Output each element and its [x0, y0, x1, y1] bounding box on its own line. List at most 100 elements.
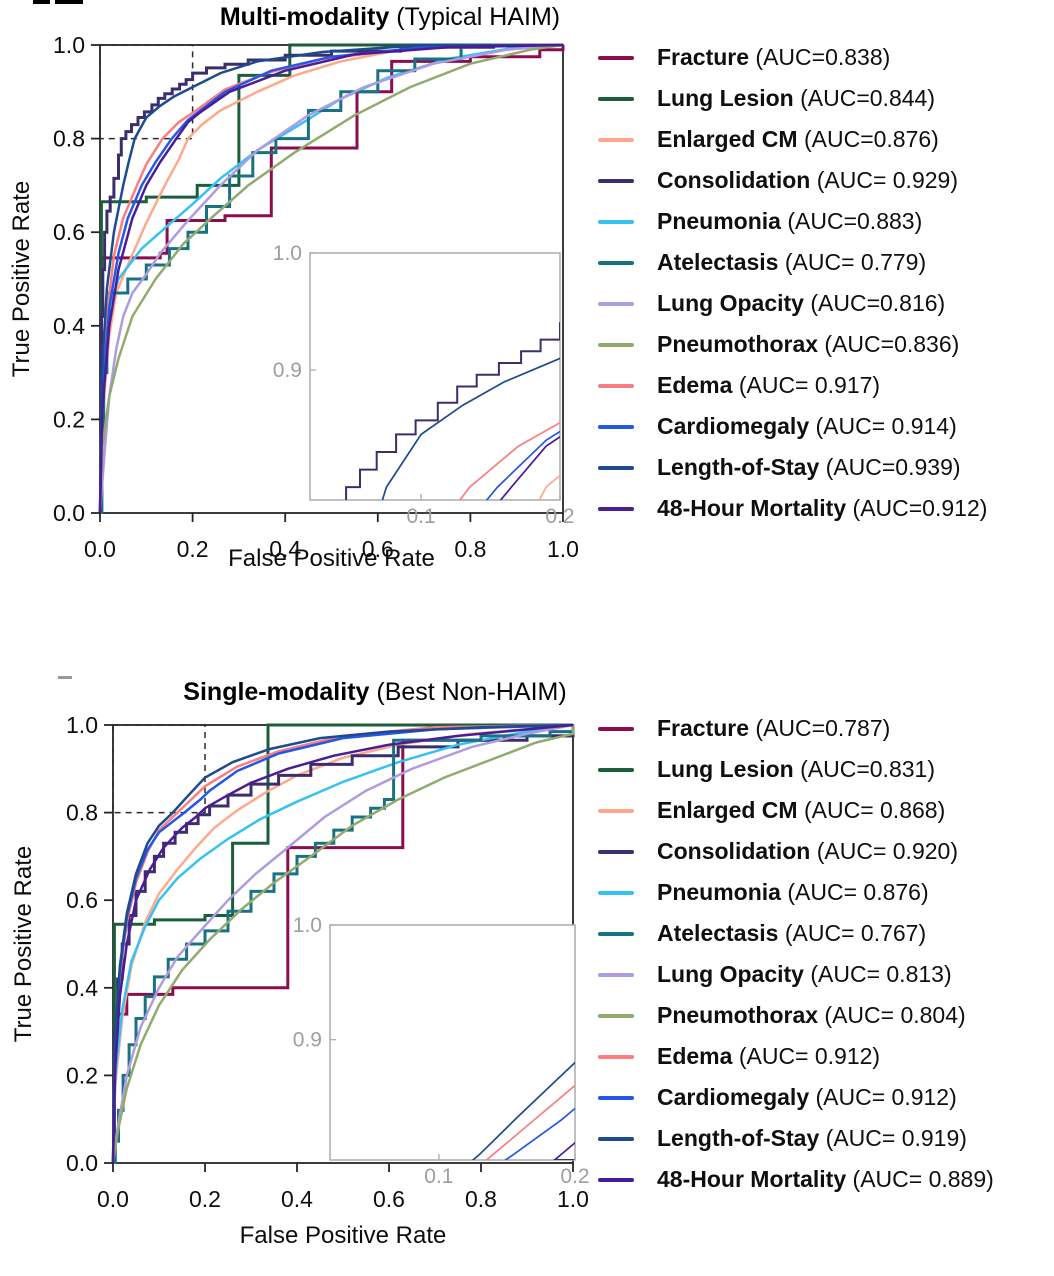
y-tick-label: 0.8	[66, 800, 98, 826]
legend-item-lung-lesion: Lung Lesion (AUC=0.831)	[598, 749, 1054, 790]
zoom-region-box	[99, 44, 194, 140]
legend-swatch-pneumonia	[598, 890, 634, 895]
inset-y-tick-label: 1.0	[293, 914, 322, 937]
roc-curve-48-hour-mortality	[111, 723, 574, 1164]
x-tick-label: 0.4	[281, 1186, 313, 1212]
roc-curve-consolidation	[99, 43, 563, 514]
roc-curve-lung-opacity	[111, 723, 574, 1164]
roc-curve-pneumothorax	[111, 725, 575, 1164]
legend-label-lung-opacity: Lung Opacity (AUC= 0.813)	[657, 961, 952, 988]
legend-series-name: Enlarged CM	[657, 126, 798, 152]
legend-item-fracture: Fracture (AUC=0.838)	[598, 37, 1054, 78]
legend-series-name: Cardiomegaly	[657, 413, 810, 439]
legend-label-pneumonia: Pneumonia (AUC= 0.876)	[657, 879, 929, 906]
inset-roc-curve-enlarged-cm	[538, 474, 560, 500]
legend-label-pneumothorax: Pneumothorax (AUC=0.836)	[657, 331, 959, 358]
legend-item-enlarged-cm: Enlarged CM (AUC=0.876)	[598, 119, 1054, 160]
x-tick-label: 0.2	[177, 536, 209, 562]
legend-item-pneumothorax: Pneumothorax (AUC=0.836)	[598, 324, 1054, 365]
legend-label-lung-lesion: Lung Lesion (AUC=0.831)	[657, 756, 935, 783]
legend-item-cardiomegaly: Cardiomegaly (AUC= 0.912)	[598, 1077, 1054, 1118]
legend-swatch-fracture	[598, 55, 634, 60]
inset-roc-curve-consolidation	[345, 322, 560, 500]
roc-curve-lung-opacity	[98, 43, 564, 514]
legend-2: Fracture (AUC=0.787) Lung Lesion (AUC=0.8…	[598, 708, 1054, 1200]
legend-label-edema: Edema (AUC= 0.917)	[657, 372, 880, 399]
legend-series-auc: (AUC= 0.912)	[809, 1084, 957, 1110]
inset-roc-curve-length-of-stay	[381, 357, 560, 500]
chart-title-multi-modality: Multi-modality (Typical HAIM)	[130, 3, 650, 32]
roc-curve-48-hour-mortality	[98, 43, 564, 514]
legend-series-auc: (AUC=0.939)	[819, 454, 961, 480]
roc-curve-atelectasis	[113, 725, 575, 1164]
legend-series-auc: (AUC= 0.779)	[778, 249, 927, 275]
legend-series-auc: (AUC= 0.876)	[780, 879, 929, 905]
legend-item-edema: Edema (AUC= 0.917)	[598, 365, 1054, 406]
roc-svg-2: 0.0 0.2 0.4 0.6 0.8 1.0 0.0 0.2 0.4 0.6 0.8 1.0 0.1 0…	[66, 712, 590, 1212]
legend-label-fracture: Fracture (AUC=0.838)	[657, 44, 890, 71]
legend-item-lung-opacity: Lung Opacity (AUC=0.816)	[598, 283, 1054, 324]
inset-roc-curve-length-of-stay	[471, 1061, 575, 1160]
y-tick-label: 0.6	[66, 887, 98, 913]
legend-swatch-lung-opacity	[598, 972, 634, 977]
roc-curve-fracture	[99, 45, 565, 514]
legend-series-name: Fracture	[657, 715, 750, 741]
y-axis-label: True Positive Rate	[8, 180, 35, 378]
legend-series-auc: (AUC=0.816)	[803, 290, 946, 316]
legend-item-atelectasis: Atelectasis (AUC= 0.767)	[598, 913, 1054, 954]
legend-1: Fracture (AUC=0.838) Lung Lesion (AUC=0.8…	[598, 37, 1054, 529]
inset-roc-curve-cardiomegaly	[504, 1107, 575, 1160]
legend-series-auc: (AUC= 0.920)	[810, 838, 958, 864]
legend-series-auc: (AUC= 0.914)	[809, 413, 957, 439]
y-tick-label: 0.4	[53, 313, 85, 339]
inset-y-tick-label: 1.0	[273, 242, 302, 265]
legend-item-lung-lesion: Lung Lesion (AUC=0.844)	[598, 78, 1054, 119]
x-axis-label: False Positive Rate	[228, 545, 435, 572]
zoom-region-box	[112, 724, 206, 814]
legend-series-name: Consolidation	[657, 838, 811, 864]
inset-roc-curve-cardiomegaly	[485, 430, 560, 500]
legend-series-auc: (AUC= 0.813)	[803, 961, 952, 987]
cropped-panel-label-artifact	[33, 0, 50, 4]
legend-series-name: Length-of-Stay	[657, 454, 820, 480]
roc-curve-pneumothorax	[98, 43, 564, 514]
legend-item-pneumothorax: Pneumothorax (AUC= 0.804)	[598, 995, 1054, 1036]
inset-frame	[329, 924, 576, 1161]
x-tick-label: 1.0	[547, 536, 579, 562]
legend-swatch-edema	[598, 1054, 634, 1059]
legend-series-auc: (AUC= 0.917)	[732, 372, 881, 398]
roc-curve-consolidation	[112, 725, 575, 1164]
legend-label-consolidation: Consolidation (AUC= 0.929)	[657, 167, 958, 194]
y-axis-label: True Positive Rate	[10, 845, 37, 1043]
legend-series-auc: (AUC=0.844)	[793, 85, 935, 111]
legend-item-consolidation: Consolidation (AUC= 0.920)	[598, 831, 1054, 872]
x-tick-label: 0.0	[84, 536, 116, 562]
legend-series-auc: (AUC=0.831)	[793, 756, 935, 782]
inset-x-tick-label: 0.2	[560, 1165, 589, 1188]
legend-item-lung-opacity: Lung Opacity (AUC= 0.813)	[598, 954, 1054, 995]
legend-series-name: 48-Hour Mortality	[657, 1166, 847, 1192]
legend-swatch-pneumothorax	[598, 1013, 634, 1018]
legend-item-cardiomegaly: Cardiomegaly (AUC= 0.914)	[598, 406, 1054, 447]
legend-label-atelectasis: Atelectasis (AUC= 0.767)	[657, 920, 926, 947]
legend-swatch-48-hour-mortality	[598, 1177, 634, 1182]
legend-swatch-atelectasis	[598, 931, 634, 936]
y-tick-label: 0.2	[53, 406, 85, 432]
legend-swatch-consolidation	[598, 178, 634, 183]
x-axis-label: False Positive Rate	[239, 1222, 447, 1249]
legend-swatch-cardiomegaly	[598, 1095, 634, 1100]
legend-item-length-of-stay: Length-of-Stay (AUC= 0.919)	[598, 1118, 1054, 1159]
legend-series-auc: (AUC= 0.889)	[846, 1166, 994, 1192]
legend-series-name: Pneumonia	[657, 208, 781, 234]
roc-curve-length-of-stay	[98, 43, 563, 514]
legend-series-name: Lung Lesion	[657, 756, 794, 782]
legend-swatch-pneumothorax	[598, 342, 634, 347]
legend-series-name: 48-Hour Mortality	[657, 495, 847, 521]
legend-series-auc: (AUC= 0.919)	[819, 1125, 967, 1151]
title-bold: Multi-modality	[219, 3, 390, 31]
y-tick-label: 0.0	[53, 500, 85, 526]
y-tick-label: 0.2	[66, 1062, 98, 1088]
chart-title-single-modality: Single-modality (Best Non-HAIM)	[110, 678, 640, 707]
inset-roc-curve-edema	[458, 421, 560, 500]
legend-item-atelectasis: Atelectasis (AUC= 0.779)	[598, 242, 1054, 283]
